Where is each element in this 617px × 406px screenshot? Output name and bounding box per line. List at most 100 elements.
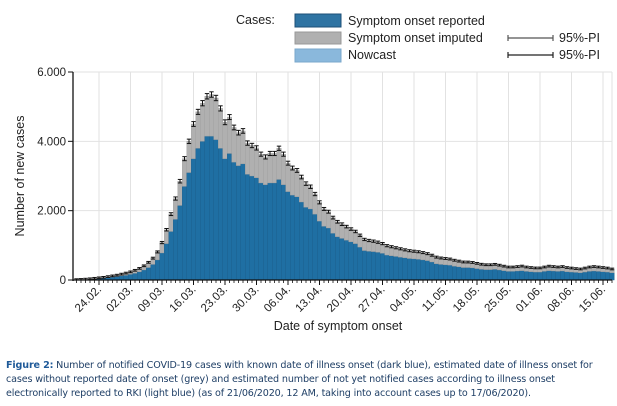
error-bar-imputed [524,265,529,269]
bar-reported [294,196,300,281]
bar-imputed [348,228,354,243]
error-bar-imputed [546,264,552,268]
error-bar-imputed [330,215,336,220]
x-tick-label: 16.03. [168,284,199,315]
bar-reported [497,269,502,281]
bar-reported [555,271,561,281]
x-tick-label: 24.02. [73,284,104,315]
x-tick-label: 20.04. [325,284,356,315]
bar-reported [524,271,529,281]
bar-reported [542,271,547,281]
bar-reported [398,256,403,281]
error-bar-imputed [402,248,408,252]
bar-reported [371,251,376,281]
bar-reported [209,135,214,281]
bar-reported [519,270,525,281]
bar-reported [528,271,534,281]
error-bar-imputed [447,257,453,261]
error-bar-imputed [132,268,138,272]
bar-reported [308,208,313,281]
bar-reported [191,158,196,281]
bar-imputed [308,186,313,210]
bar-reported [164,243,169,281]
x-tick-label: 09.03. [136,284,167,315]
error-bar-imputed [389,245,394,249]
bar-reported [245,174,250,281]
error-bar-imputed [200,100,205,107]
legend-pi-imputed-label: 95%-PI [559,31,600,45]
error-bar-imputed [182,156,187,162]
bar-reported [276,179,282,281]
bar-imputed [326,211,331,229]
bar-imputed [339,223,345,239]
bar-imputed [335,221,340,237]
legend-swatch-nowcast [294,48,342,63]
error-bar-imputed [240,128,246,134]
bar-reported [200,141,205,281]
error-bar-imputed [177,178,183,184]
legend-swatch-reported [294,13,342,28]
error-bar-imputed [560,265,565,268]
error-bar-imputed [321,206,327,211]
error-bar-imputed [236,129,241,136]
bar-reported [353,243,358,281]
x-tick-label: 11.05. [420,284,450,314]
error-bar-imputed [308,184,313,189]
bar-imputed [195,111,201,149]
bar-reported [582,271,588,281]
error-bar-imputed [438,256,444,260]
bar-imputed [362,239,367,251]
error-bar-imputed [218,105,223,112]
error-bar-imputed [492,262,498,266]
bar-reported [263,184,268,281]
error-bar-imputed [249,142,255,149]
error-bar-imputed [281,151,286,157]
x-tick-label: 06.04. [262,284,293,315]
bar-reported [204,135,210,281]
error-bar-imputed [222,119,228,126]
caption-label: Figure 2: [6,360,54,371]
chart: 0 2.000 4.000 6.000 24.02. 02.03. 09.03. 16.03… [13,13,615,333]
bar-reported [501,270,507,281]
x-tick-label: 27.04. [357,284,388,315]
bar-reported [321,226,327,281]
error-bar-imputed [254,145,259,151]
error-bar-imputed [479,262,484,266]
bar-reported [186,172,192,281]
x-tick-label: 30.03. [231,284,262,315]
bar-reported [249,175,255,281]
bar-reported [600,271,606,281]
error-bar-imputed [258,151,264,157]
error-bar-imputed [186,138,192,145]
bar-imputed [272,153,277,184]
error-bar-imputed [429,253,435,257]
bar-reported [411,258,417,281]
bar-reported [605,271,610,281]
bar-reported [326,227,331,281]
bar-reported [506,271,511,281]
bar-reported [236,165,241,281]
error-bar-imputed [105,275,111,278]
error-bar-imputed [380,242,385,246]
bar-reported [443,264,448,281]
bar-reported [434,263,439,281]
legend-pi-imputed-icon [507,35,554,41]
bar-reported [447,264,453,281]
bar-imputed [317,202,322,222]
bar-reported [470,267,475,281]
error-bar-imputed [168,212,174,217]
error-bar-imputed [425,252,430,256]
bar-reported [551,270,556,281]
caption-text: Number of notified COVID-19 cases with k… [6,360,593,399]
error-bar-imputed [128,270,133,274]
bar-reported [380,253,385,281]
x-tick-label: 15.06. [577,284,608,315]
bar-imputed [177,180,183,206]
bar-imputed [254,147,259,178]
bar-reported [596,271,601,281]
bar-reported [195,148,201,281]
x-tick-label: 13.04. [294,284,325,315]
bar-imputed [290,167,295,196]
error-bar-imputed [276,145,282,151]
bar-reported [344,239,349,281]
